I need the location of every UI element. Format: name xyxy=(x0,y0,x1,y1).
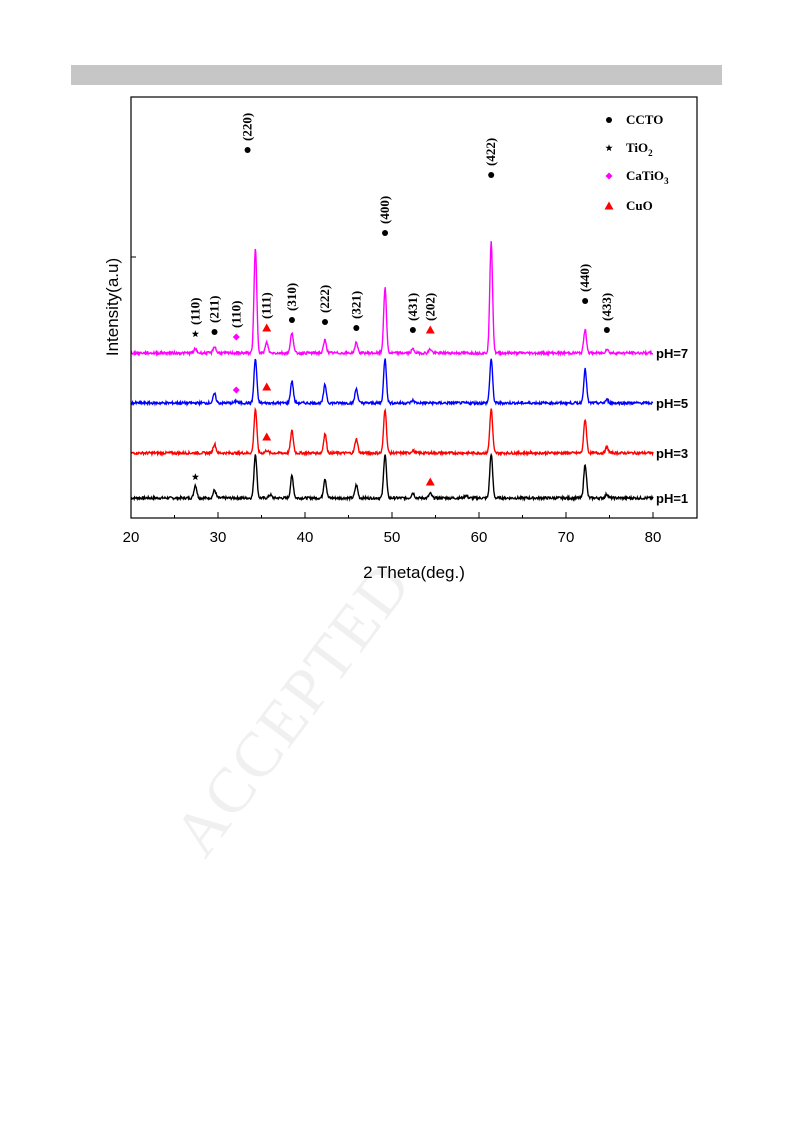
diamond-legend-icon xyxy=(605,172,613,180)
legend-label: CCTO xyxy=(626,112,663,127)
watermark: ACCEPTED xyxy=(159,549,424,869)
circle-marker xyxy=(582,298,589,304)
triangle-marker xyxy=(262,432,272,441)
circle-legend-icon xyxy=(606,117,612,123)
y-axis-title: Intensity(a.u) xyxy=(103,258,122,356)
peak-label: (321) xyxy=(348,291,363,319)
peak-label: (310) xyxy=(284,283,299,311)
plot-area: pH=1 pH=3 pH=5 pH=7 xyxy=(131,241,688,506)
series-label-pH=5: pH=5 xyxy=(656,396,688,411)
page-header-bar xyxy=(71,65,722,85)
peak-label: (111) xyxy=(259,292,274,319)
peak-label: (220) xyxy=(240,113,255,141)
peak-label: (211) xyxy=(207,296,222,323)
series-line-pH=1 xyxy=(131,452,654,502)
series-line-pH=3 xyxy=(131,406,654,458)
peak-label: (110) xyxy=(187,298,202,325)
star-marker xyxy=(191,473,199,481)
triangle-legend-icon xyxy=(604,201,614,210)
circle-marker xyxy=(353,325,360,331)
x-tick-label: 20 xyxy=(123,529,140,546)
legend-label: CaTiO3 xyxy=(626,168,669,186)
triangle-marker xyxy=(425,325,435,334)
series-label-pH=7: pH=7 xyxy=(656,346,688,361)
peak-label: (433) xyxy=(599,293,614,321)
diamond-marker xyxy=(232,386,240,394)
legend-label: CuO xyxy=(626,198,653,213)
circle-marker xyxy=(382,230,389,236)
triangle-marker xyxy=(262,323,272,332)
star-marker xyxy=(191,330,199,338)
peak-annotations: (110) (211) (110) (220) (111) (310) (222) (321)… xyxy=(187,113,614,486)
x-tick-label: 50 xyxy=(384,529,401,546)
circle-marker xyxy=(244,147,251,153)
legend-label: TiO2 xyxy=(626,140,653,158)
peak-label: (400) xyxy=(377,196,392,224)
triangle-marker xyxy=(425,477,435,486)
peak-label: (110) xyxy=(228,301,243,328)
circle-marker xyxy=(488,172,495,178)
axis-frame xyxy=(130,96,698,519)
series-line-pH=5 xyxy=(131,358,654,407)
circle-marker xyxy=(288,317,295,323)
x-tick-label: 30 xyxy=(210,529,227,546)
x-tick-label: 60 xyxy=(471,529,488,546)
series-label-pH=1: pH=1 xyxy=(656,491,688,506)
peak-label: (431) xyxy=(405,293,420,321)
x-axis: 20 30 40 50 60 70 80 xyxy=(123,256,662,546)
circle-marker xyxy=(409,327,416,333)
peak-label: (202) xyxy=(422,293,437,321)
triangle-marker xyxy=(262,382,272,391)
legend: CCTO TiO2 CaTiO3 CuO xyxy=(604,112,669,213)
x-tick-label: 70 xyxy=(558,529,575,546)
circle-marker xyxy=(603,327,610,333)
x-tick-label: 40 xyxy=(297,529,314,546)
diamond-marker xyxy=(232,333,240,341)
circle-marker xyxy=(322,319,329,325)
x-axis-title: 2 Theta(deg.) xyxy=(363,563,465,582)
star-legend-icon xyxy=(605,144,613,152)
series-label-pH=3: pH=3 xyxy=(656,446,688,461)
circle-marker xyxy=(211,329,218,335)
peak-label: (422) xyxy=(483,138,498,166)
x-tick-label: 80 xyxy=(645,529,662,546)
series-line-pH=7 xyxy=(131,241,654,358)
peak-label: (440) xyxy=(577,264,592,292)
peak-label: (222) xyxy=(317,285,332,313)
